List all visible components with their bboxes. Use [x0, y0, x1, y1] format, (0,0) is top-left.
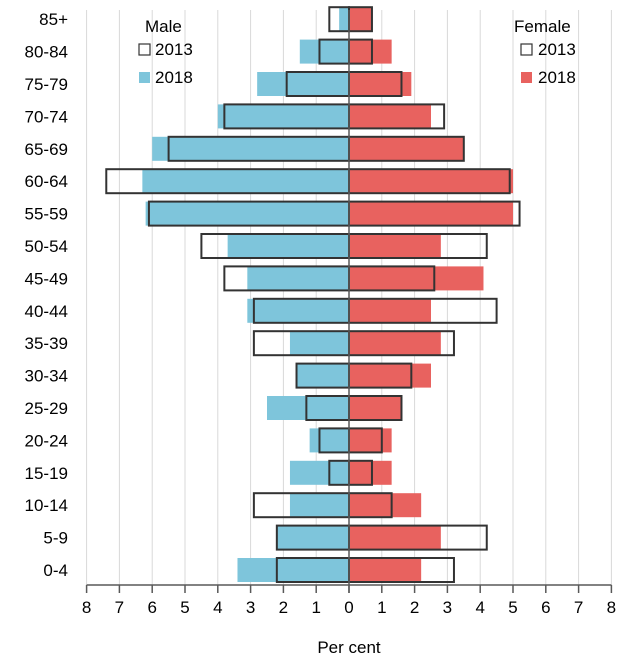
- category-label: 20-24: [25, 431, 68, 450]
- x-axis-title: Per cent: [317, 638, 381, 656]
- bar-male-2018: [145, 201, 349, 226]
- category-label: 70-74: [25, 107, 68, 126]
- bar-male-2018: [289, 493, 349, 518]
- legend-female-2013-label: 2013: [538, 40, 576, 59]
- legend-male-2018-swatch: [139, 72, 150, 83]
- bar-female-2018: [349, 39, 392, 64]
- x-tick-label: 3: [443, 598, 452, 617]
- x-tick-label: 1: [377, 598, 386, 617]
- x-axis: 8 7 6 5 4 3 2 1 0 1 2 3 4 5 6 7 8: [82, 584, 616, 617]
- category-label: 75-79: [25, 75, 68, 94]
- bar-male-2018: [217, 104, 349, 129]
- bar-male-2018: [247, 266, 349, 291]
- legend-female-2013-swatch: [520, 43, 533, 56]
- x-tick-label: 5: [180, 598, 189, 617]
- x-tick-label: 0: [344, 598, 353, 617]
- bar-male-2018: [237, 558, 349, 582]
- legend-female: Female 2013 2018: [514, 17, 576, 87]
- category-label: 50-54: [25, 237, 68, 256]
- category-label: 55-59: [25, 205, 68, 224]
- bar-male-2018: [296, 363, 349, 388]
- bar-male-2018: [267, 396, 349, 420]
- legend-male-2018-label: 2018: [155, 68, 193, 87]
- bar-female-2018: [349, 266, 484, 291]
- x-tick-label: 4: [475, 598, 484, 617]
- x-tick-label: 4: [213, 598, 222, 617]
- category-label: 45-49: [25, 269, 68, 288]
- legend-male-2013-label: 2013: [155, 40, 193, 59]
- legend-female-2018-label: 2018: [538, 68, 576, 87]
- bar-female-2018: [349, 493, 422, 518]
- category-label: 5-9: [43, 529, 68, 548]
- category-label: 80-84: [25, 43, 68, 62]
- category-label: 85+: [39, 10, 68, 29]
- legend-male: Male 2013 2018: [138, 17, 193, 87]
- bar-female-2018: [349, 525, 441, 550]
- x-tick-label: 2: [410, 598, 419, 617]
- bar-male-2018: [309, 428, 349, 453]
- bar-female-2018: [349, 136, 464, 161]
- x-tick-label: 8: [82, 598, 91, 617]
- category-label: 10-14: [25, 496, 68, 515]
- x-tick-label: 6: [147, 598, 156, 617]
- bar-female-2018: [349, 331, 441, 356]
- bar-female-2018: [349, 363, 431, 388]
- x-tick-label: 7: [574, 598, 583, 617]
- x-tick-label: 8: [607, 598, 616, 617]
- bar-male-2018: [289, 460, 349, 485]
- bar-female-2018: [349, 201, 513, 226]
- bar-male-2018: [247, 298, 349, 323]
- x-tick-label: 7: [115, 598, 124, 617]
- bar-female-2018: [349, 460, 392, 485]
- legend-female-2018-swatch: [521, 72, 532, 83]
- category-label: 0-4: [43, 561, 68, 580]
- bar-female-2018: [349, 396, 402, 420]
- bar-male-2018: [339, 7, 349, 32]
- legend-female-title: Female: [514, 17, 571, 36]
- bar-male-2018: [299, 39, 349, 64]
- legend-male-2013-swatch: [138, 43, 151, 56]
- x-tick-label: 3: [246, 598, 255, 617]
- category-label: 35-39: [25, 334, 68, 353]
- x-tick-label: 1: [311, 598, 320, 617]
- bar-male-2018: [276, 525, 349, 550]
- bar-male-2018: [289, 331, 349, 356]
- y-axis-labels: 0-4 5-9 10-14 15-19 20-24 25-29 30-34 35-39 40-4…: [25, 10, 69, 580]
- category-label: 15-19: [25, 464, 68, 483]
- bar-female-2018: [349, 298, 431, 323]
- category-label: 65-69: [25, 140, 68, 159]
- x-tick-label: 2: [279, 598, 288, 617]
- bar-female-2018: [349, 104, 431, 129]
- bar-male-2018: [227, 234, 349, 258]
- bar-female-2018: [349, 7, 372, 32]
- legend-male-title: Male: [145, 17, 182, 36]
- bar-female-2018: [349, 428, 392, 453]
- bar-female-2018: [349, 558, 422, 582]
- bar-female-2018: [349, 169, 513, 194]
- bar-male-2018: [152, 136, 349, 161]
- category-label: 40-44: [25, 302, 68, 321]
- category-label: 25-29: [25, 399, 68, 418]
- bar-male-2018: [142, 169, 349, 194]
- x-tick-label: 6: [541, 598, 550, 617]
- category-label: 30-34: [25, 367, 68, 386]
- bars-2018: [142, 7, 513, 582]
- bar-male-2018: [257, 72, 349, 96]
- bar-female-2018: [349, 234, 441, 258]
- x-tick-label: 5: [508, 598, 517, 617]
- category-label: 60-64: [25, 172, 68, 191]
